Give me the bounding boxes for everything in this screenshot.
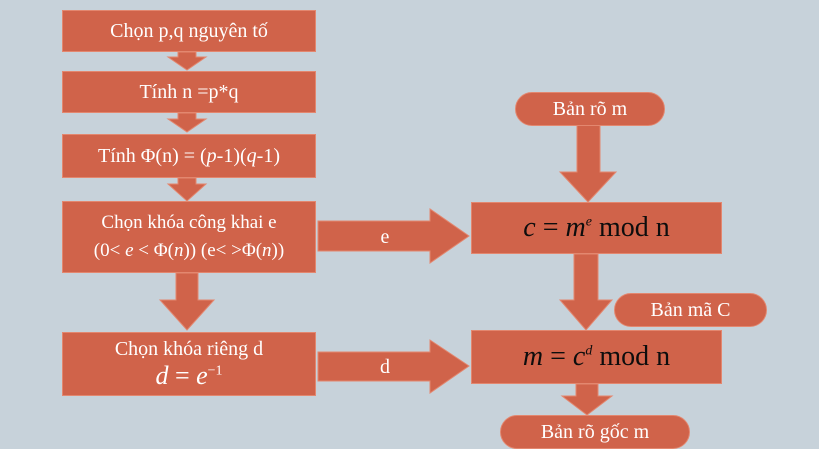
arrow-plaintext-down	[558, 124, 618, 203]
step-compute-phi-label: Tính Φ(n) = (p-1)(q-1)	[98, 144, 280, 167]
private-key-title: Chọn khóa riêng d	[114, 337, 264, 360]
arrow-down-3	[166, 177, 208, 202]
arrow-down-2	[166, 112, 208, 133]
arrow-e-label: e	[380, 226, 390, 248]
terminal-recovered: Bản rõ gốc m	[500, 415, 690, 449]
arrow-cipher-down	[558, 253, 614, 331]
terminal-recovered-label: Bản rõ gốc m	[540, 420, 650, 443]
encryption-formula: c = me mod n	[523, 211, 670, 243]
step-compute-phi: Tính Φ(n) = (p-1)(q-1)	[62, 134, 316, 178]
private-key-formula: d = e−1	[155, 360, 223, 390]
decryption-formula: m = cd mod n	[522, 340, 671, 372]
arrow-down-4	[158, 272, 216, 331]
encryption-box: c = me mod n	[471, 202, 722, 254]
step-choose-pq: Chọn p,q nguyên tố	[62, 10, 316, 52]
public-key-condition: (0< e < Φ(n)) (e< >Φ(n))	[93, 240, 285, 261]
arrow-public-key	[317, 208, 470, 264]
step-choose-pq-label: Chọn p,q nguyên tố	[110, 19, 268, 42]
terminal-plaintext-label: Bản rõ m	[552, 97, 628, 120]
arrow-d-label: d	[380, 356, 390, 378]
step-choose-private-key: Chọn khóa riêng d d = e−1	[62, 332, 316, 396]
decryption-box: m = cd mod n	[471, 330, 722, 384]
step-choose-public-key: Chọn khóa công khai e (0< e < Φ(n)) (e< …	[62, 201, 316, 273]
terminal-plaintext: Bản rõ m	[515, 92, 665, 126]
arrow-recovered-down	[560, 383, 614, 416]
step-compute-n-label: Tính n =p*q	[139, 80, 239, 103]
arrow-private-key	[317, 339, 470, 394]
terminal-ciphertext-label: Bản mã C	[650, 298, 731, 321]
terminal-ciphertext: Bản mã C	[614, 293, 767, 327]
public-key-title: Chọn khóa công khai e	[101, 212, 277, 234]
arrow-down-1	[166, 51, 208, 71]
step-compute-n: Tính n =p*q	[62, 71, 316, 113]
